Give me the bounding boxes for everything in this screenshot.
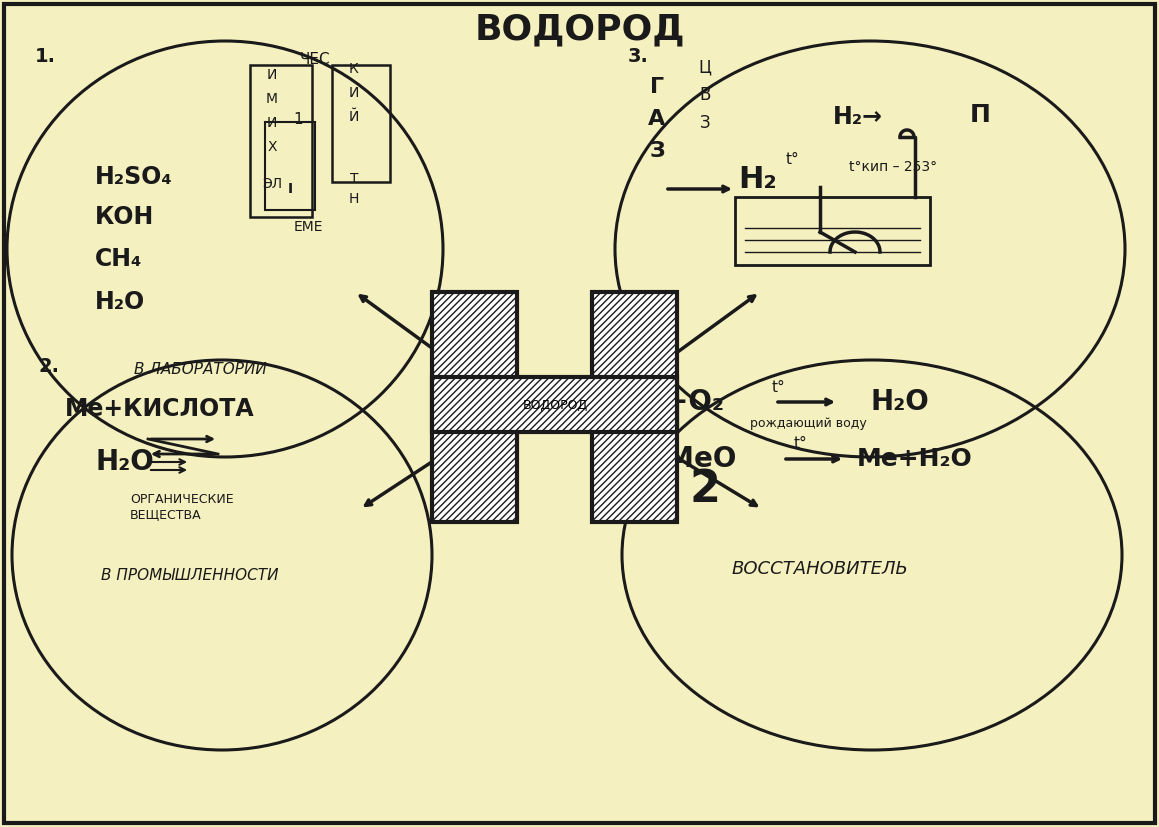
Text: 2: 2 <box>690 467 721 510</box>
Text: В ЛАБОРАТОРИИ: В ЛАБОРАТОРИИ <box>133 361 267 376</box>
Text: И: И <box>267 116 277 130</box>
Bar <box>432 292 517 522</box>
Text: +МеО: +МеО <box>643 445 737 473</box>
Text: Ме+КИСЛОТА: Ме+КИСЛОТА <box>65 397 255 421</box>
Text: Й: Й <box>349 110 359 124</box>
Bar <box>432 377 677 432</box>
Text: t°: t° <box>793 437 807 452</box>
Text: Н: Н <box>349 192 359 206</box>
Text: ВОССТАНОВИТЕЛЬ: ВОССТАНОВИТЕЛЬ <box>731 560 909 578</box>
Text: 1: 1 <box>293 112 302 127</box>
Bar <box>250 65 312 217</box>
Text: ЧЕС: ЧЕС <box>300 51 330 66</box>
Text: И: И <box>349 86 359 100</box>
Text: ВОДОРОД: ВОДОРОД <box>475 12 685 46</box>
Text: H₂O: H₂O <box>95 448 154 476</box>
Text: 1.: 1. <box>35 47 56 66</box>
Text: t°: t° <box>786 151 800 166</box>
Bar <box>331 65 389 182</box>
Text: H₂O: H₂O <box>95 290 145 314</box>
Text: 4.: 4. <box>628 357 649 376</box>
Text: 3.: 3. <box>628 47 649 66</box>
Text: Т: Т <box>350 172 358 186</box>
Text: А: А <box>648 109 665 129</box>
Text: К: К <box>349 62 359 76</box>
Bar <box>735 197 930 265</box>
Text: H₂: H₂ <box>738 165 778 194</box>
Text: ЕМЕ: ЕМЕ <box>293 220 322 234</box>
Text: И: И <box>267 68 277 82</box>
Text: М: М <box>267 92 278 106</box>
Text: КОН: КОН <box>95 205 154 229</box>
Bar <box>265 122 315 210</box>
Text: В: В <box>699 86 710 104</box>
Text: H₂SO₄: H₂SO₄ <box>95 165 173 189</box>
Text: t°: t° <box>771 380 785 394</box>
Text: Ц: Ц <box>699 58 712 76</box>
Text: Ме+H₂O: Ме+H₂O <box>858 447 972 471</box>
Bar <box>592 292 677 522</box>
Text: З: З <box>700 114 710 132</box>
Text: ЭЛ: ЭЛ <box>262 177 282 191</box>
Text: CH₄: CH₄ <box>95 247 143 271</box>
Text: Х: Х <box>268 140 277 154</box>
Text: H₂→: H₂→ <box>833 105 883 129</box>
Text: ОРГАНИЧЕСКИЕ
ВЕЩЕСТВА: ОРГАНИЧЕСКИЕ ВЕЩЕСТВА <box>130 493 234 521</box>
Text: t°кип – 253°: t°кип – 253° <box>848 160 938 174</box>
Text: ВОДОРОД: ВОДОРОД <box>523 399 588 412</box>
Text: 2.: 2. <box>38 357 59 376</box>
Text: П: П <box>970 103 991 127</box>
Text: В ПРОМЫШЛЕННОСТИ: В ПРОМЫШЛЕННОСТИ <box>101 567 279 582</box>
Text: +O₂: +O₂ <box>665 388 724 416</box>
Text: рождающий воду: рождающий воду <box>750 418 867 431</box>
Text: I: I <box>287 182 292 196</box>
Text: Г: Г <box>650 77 664 97</box>
Text: H₂O: H₂O <box>870 388 930 416</box>
Text: З: З <box>649 141 665 161</box>
